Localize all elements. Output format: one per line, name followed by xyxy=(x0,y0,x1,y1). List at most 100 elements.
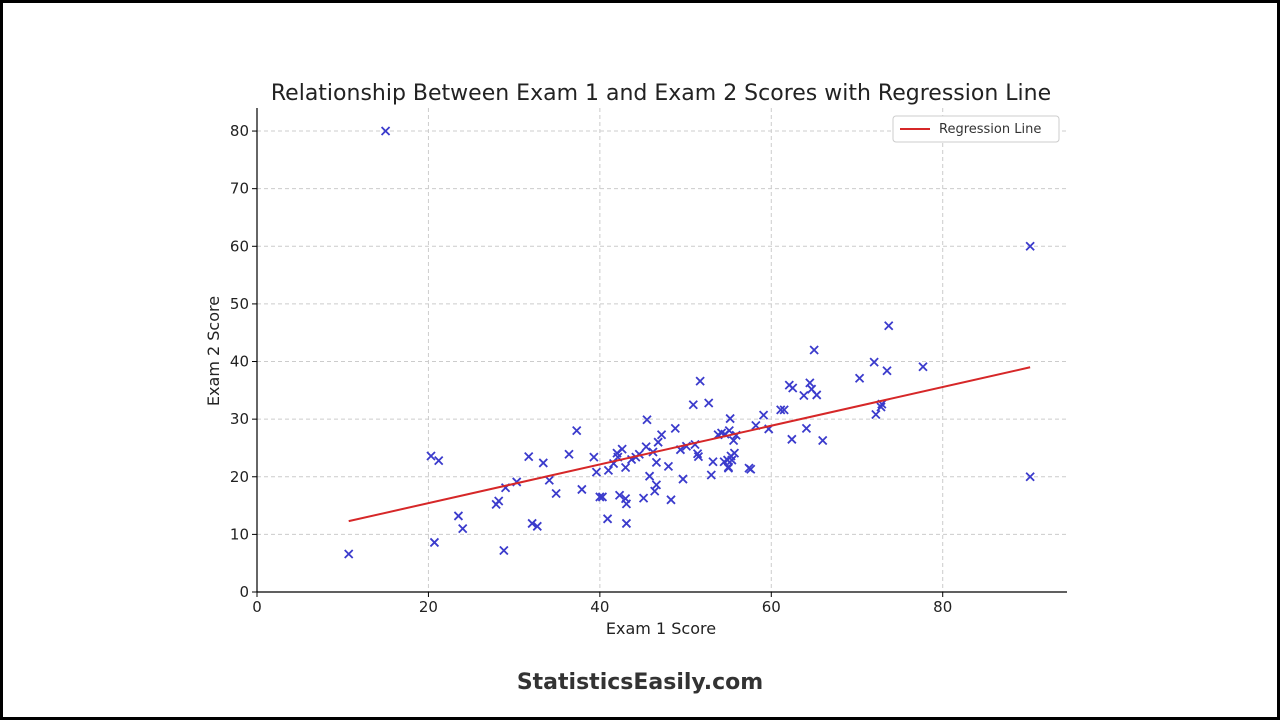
y-tick-label: 50 xyxy=(230,295,249,313)
data-point xyxy=(727,455,737,465)
data-point xyxy=(799,390,809,401)
data-point xyxy=(884,321,894,331)
data-point xyxy=(426,451,436,461)
y-tick-label: 60 xyxy=(230,237,249,255)
data-point xyxy=(776,405,786,415)
regression-line-layer xyxy=(348,366,1031,523)
data-point xyxy=(724,426,734,436)
data-point xyxy=(787,434,797,444)
data-point xyxy=(818,435,828,446)
data-point xyxy=(728,435,739,446)
data-point xyxy=(344,549,354,559)
data-point xyxy=(642,415,652,425)
data-point xyxy=(871,409,881,420)
tick-labels: 0 20 40 60 80 0 10 20 30 40 50 60 70 80 xyxy=(230,122,952,616)
data-point xyxy=(869,357,879,367)
data-point xyxy=(572,426,582,436)
data-point xyxy=(499,545,509,556)
data-point xyxy=(453,511,464,521)
data-point xyxy=(602,514,613,524)
x-axis-label: Exam 1 Score xyxy=(606,619,716,638)
data-point xyxy=(656,430,667,440)
data-point xyxy=(651,457,662,467)
y-tick-label: 70 xyxy=(230,180,249,198)
data-point xyxy=(788,383,798,393)
data-point xyxy=(538,458,548,468)
data-point xyxy=(1025,241,1035,251)
data-point xyxy=(882,366,892,376)
data-point xyxy=(617,444,627,454)
data-point xyxy=(746,464,756,474)
data-point xyxy=(809,345,819,355)
x-tick-label: 80 xyxy=(933,598,952,616)
data-point xyxy=(729,448,740,458)
data-point xyxy=(638,493,649,503)
axes xyxy=(252,108,1067,597)
data-point xyxy=(494,496,504,506)
data-point xyxy=(603,465,614,476)
data-point xyxy=(706,470,716,480)
data-point xyxy=(1025,472,1035,482)
legend-box xyxy=(892,115,1060,143)
data-point xyxy=(621,499,632,509)
data-point xyxy=(725,413,735,424)
x-tick-label: 60 xyxy=(762,598,781,616)
data-point xyxy=(641,442,651,452)
regression-line xyxy=(348,366,1031,523)
data-point xyxy=(688,400,698,410)
data-point xyxy=(678,474,688,484)
data-point xyxy=(380,126,391,136)
data-point xyxy=(693,451,704,462)
data-point xyxy=(434,455,444,466)
legend-label-regression: Regression Line xyxy=(939,122,1041,137)
data-point xyxy=(812,390,822,400)
y-tick-label: 20 xyxy=(230,468,249,486)
data-point xyxy=(692,449,703,459)
chart-title: Relationship Between Exam 1 and Exam 2 S… xyxy=(271,81,1051,106)
data-point xyxy=(597,492,608,502)
brand-watermark: StatisticsEasily.com xyxy=(516,670,764,695)
y-tick-label: 80 xyxy=(230,122,249,140)
data-point xyxy=(695,376,705,386)
data-point xyxy=(708,457,718,467)
data-point xyxy=(595,492,605,502)
y-tick-label: 40 xyxy=(230,353,249,371)
data-point xyxy=(779,405,789,415)
y-tick-label: 30 xyxy=(230,410,249,428)
data-point xyxy=(854,373,865,383)
data-point xyxy=(653,437,663,447)
x-tick-label: 0 xyxy=(252,598,262,616)
data-point xyxy=(723,462,734,472)
data-point xyxy=(670,423,680,433)
data-point xyxy=(564,449,574,459)
data-point xyxy=(650,486,660,496)
data-points xyxy=(344,126,1035,559)
data-point xyxy=(805,378,815,388)
data-point xyxy=(918,362,928,372)
data-point xyxy=(644,471,655,481)
data-point xyxy=(591,467,602,477)
data-point xyxy=(621,518,632,529)
data-point xyxy=(524,451,534,462)
y-axis-label: Exam 2 Score xyxy=(204,296,223,406)
x-tick-label: 40 xyxy=(590,598,609,616)
y-tick-label: 0 xyxy=(239,583,249,601)
data-point xyxy=(620,462,631,473)
data-point xyxy=(663,461,674,472)
data-point xyxy=(704,398,714,408)
data-point xyxy=(651,480,662,490)
data-point xyxy=(801,423,812,433)
data-point xyxy=(577,484,587,495)
data-point xyxy=(876,402,886,412)
y-tick-label: 10 xyxy=(230,525,249,543)
data-point xyxy=(429,537,440,548)
data-point xyxy=(458,523,468,534)
data-point xyxy=(532,521,542,531)
data-point xyxy=(544,475,554,485)
data-point xyxy=(758,410,769,420)
grid xyxy=(257,108,1067,592)
data-point xyxy=(614,490,625,500)
data-point xyxy=(666,495,676,505)
